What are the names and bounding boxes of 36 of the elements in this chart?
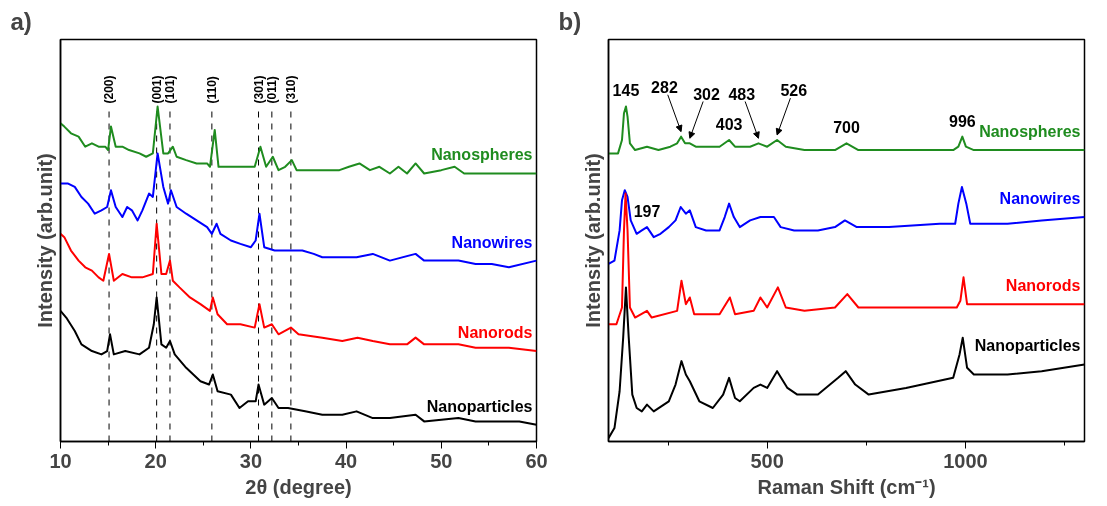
x-tick-label: 60 — [525, 449, 548, 472]
annotation: 282 — [651, 79, 678, 97]
annotation: 526 — [780, 82, 808, 100]
series-label: Nanowires — [999, 190, 1081, 207]
annotation: (110) — [204, 76, 219, 104]
series-label: Nanospheres — [979, 123, 1081, 140]
x-tick-label: 20 — [144, 449, 167, 472]
series-label: Nanoparticles — [974, 337, 1081, 355]
series-label: Nanospheres — [431, 146, 533, 164]
y-axis-title: Intensity (arb.unit) — [581, 153, 604, 328]
x-tick-label: 40 — [334, 449, 358, 472]
annotation: (001) — [149, 75, 164, 104]
x-tick-label: 500 — [750, 449, 784, 472]
series-label: Nanorods — [457, 324, 533, 341]
annotation: (301) — [251, 75, 266, 104]
x-tick-label: 30 — [239, 449, 263, 472]
annotation: 700 — [833, 119, 860, 137]
x-tick-label: 10 — [49, 449, 72, 472]
series-label: Nanoparticles — [426, 397, 533, 415]
annotation: 197 — [633, 203, 661, 221]
y-axis-title: Intensity (arb.unit) — [33, 153, 56, 328]
x-axis-title: Raman Shift (cm⁻¹) — [757, 475, 936, 498]
annotation: (310) — [283, 75, 298, 104]
annotation: (200) — [102, 75, 117, 104]
annotation: 483 — [728, 85, 756, 103]
x-tick-label: 1000 — [943, 449, 988, 472]
chart-title: b) — [558, 7, 582, 35]
series-label: Nanowires — [451, 233, 533, 251]
annotation: 996 — [948, 112, 976, 130]
annotation: 145 — [612, 82, 640, 100]
x-tick-label: 50 — [430, 449, 453, 472]
series-label: Nanorods — [1005, 277, 1081, 295]
chart-title: a) — [10, 7, 32, 35]
x-axis-title: 2θ (degree) — [245, 475, 352, 498]
annotation: 403 — [715, 115, 743, 133]
annotation: 302 — [693, 85, 720, 103]
